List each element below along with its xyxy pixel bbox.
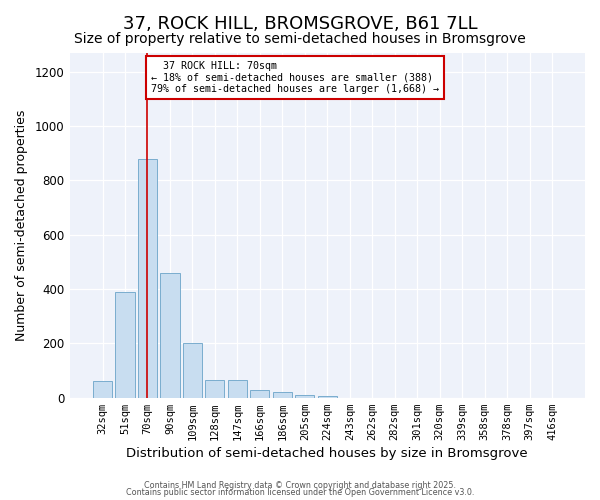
Bar (250, 390, 269, 398)
Bar (205, 380, 224, 398)
Bar (273, 392, 292, 398)
Bar (295, 395, 314, 398)
Bar (138, 158, 157, 398)
Y-axis label: Number of semi-detached properties: Number of semi-detached properties (15, 110, 28, 341)
Bar (115, 292, 134, 398)
Text: 37 ROCK HILL: 70sqm
← 18% of semi-detached houses are smaller (388)
79% of semi-: 37 ROCK HILL: 70sqm ← 18% of semi-detach… (151, 60, 439, 94)
Text: Contains HM Land Registry data © Crown copyright and database right 2025.: Contains HM Land Registry data © Crown c… (144, 480, 456, 490)
Bar (93, 382, 112, 398)
Bar (183, 344, 202, 398)
Bar (160, 272, 179, 398)
Text: 37, ROCK HILL, BROMSGROVE, B61 7LL: 37, ROCK HILL, BROMSGROVE, B61 7LL (122, 15, 478, 33)
Bar (228, 380, 247, 398)
Text: Size of property relative to semi-detached houses in Bromsgrove: Size of property relative to semi-detach… (74, 32, 526, 46)
Bar (318, 396, 337, 398)
Text: Contains public sector information licensed under the Open Government Licence v3: Contains public sector information licen… (126, 488, 474, 497)
X-axis label: Distribution of semi-detached houses by size in Bromsgrove: Distribution of semi-detached houses by … (127, 447, 528, 460)
